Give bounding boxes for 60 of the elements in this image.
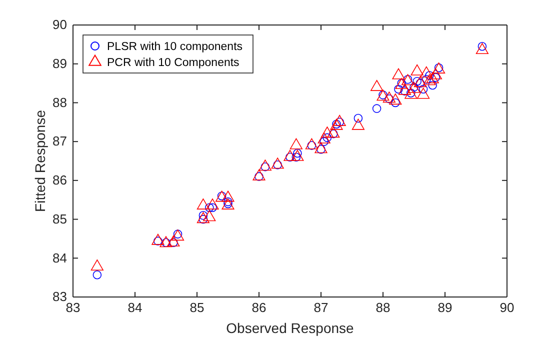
point	[372, 104, 382, 113]
point	[426, 72, 439, 84]
point	[258, 160, 272, 171]
point	[206, 198, 219, 210]
point	[291, 150, 304, 161]
y-tick-label: 83	[52, 289, 67, 304]
point	[90, 259, 104, 270]
point	[398, 84, 411, 95]
y-tick-label: 86	[52, 172, 67, 188]
point	[428, 80, 437, 90]
point	[423, 74, 436, 86]
point	[290, 138, 302, 150]
point	[429, 68, 442, 80]
point	[392, 68, 405, 80]
point	[318, 132, 330, 144]
point	[370, 80, 384, 91]
x-tick-label: 88	[376, 300, 390, 316]
x-tick-label: 85	[190, 300, 204, 316]
y-tick-label: 88	[52, 94, 67, 110]
legend-label: PCR with 10 Components	[107, 57, 240, 69]
x-tick-label: 87	[314, 300, 328, 316]
point	[196, 212, 210, 224]
point	[252, 169, 266, 180]
x-tick-label: 90	[500, 300, 514, 316]
point	[327, 126, 340, 138]
point	[420, 66, 433, 78]
x-tick-label: 89	[438, 300, 452, 316]
point	[171, 230, 184, 241]
point	[333, 114, 346, 126]
point	[305, 138, 318, 150]
point	[203, 210, 216, 222]
point	[320, 126, 334, 138]
point	[271, 158, 284, 169]
y-tick-label: 85	[52, 211, 67, 226]
x-axis-title: Observed Response	[226, 320, 354, 336]
point	[352, 118, 364, 130]
x-tick-label: 84	[128, 300, 142, 316]
point	[354, 114, 363, 123]
point	[196, 198, 210, 210]
x-tick-label: 83	[66, 300, 80, 316]
point	[417, 88, 430, 99]
point	[414, 76, 426, 88]
point	[314, 142, 328, 154]
point	[410, 64, 424, 76]
legend-label: PLSR with 10 components	[107, 41, 243, 53]
point	[394, 84, 403, 94]
point	[476, 43, 488, 54]
y-tick-label: 89	[52, 56, 67, 72]
point	[389, 94, 402, 105]
y-tick-label: 84	[52, 250, 67, 266]
point	[92, 270, 102, 280]
point	[167, 235, 180, 246]
point	[382, 92, 396, 103]
point	[284, 150, 296, 161]
y-tick-label: 87	[52, 134, 67, 149]
point	[222, 190, 234, 202]
y-axis-title: Fitted Response	[32, 110, 48, 212]
point	[152, 234, 164, 245]
x-tick-label: 86	[252, 300, 266, 316]
y-tick-label: 90	[52, 17, 67, 32]
